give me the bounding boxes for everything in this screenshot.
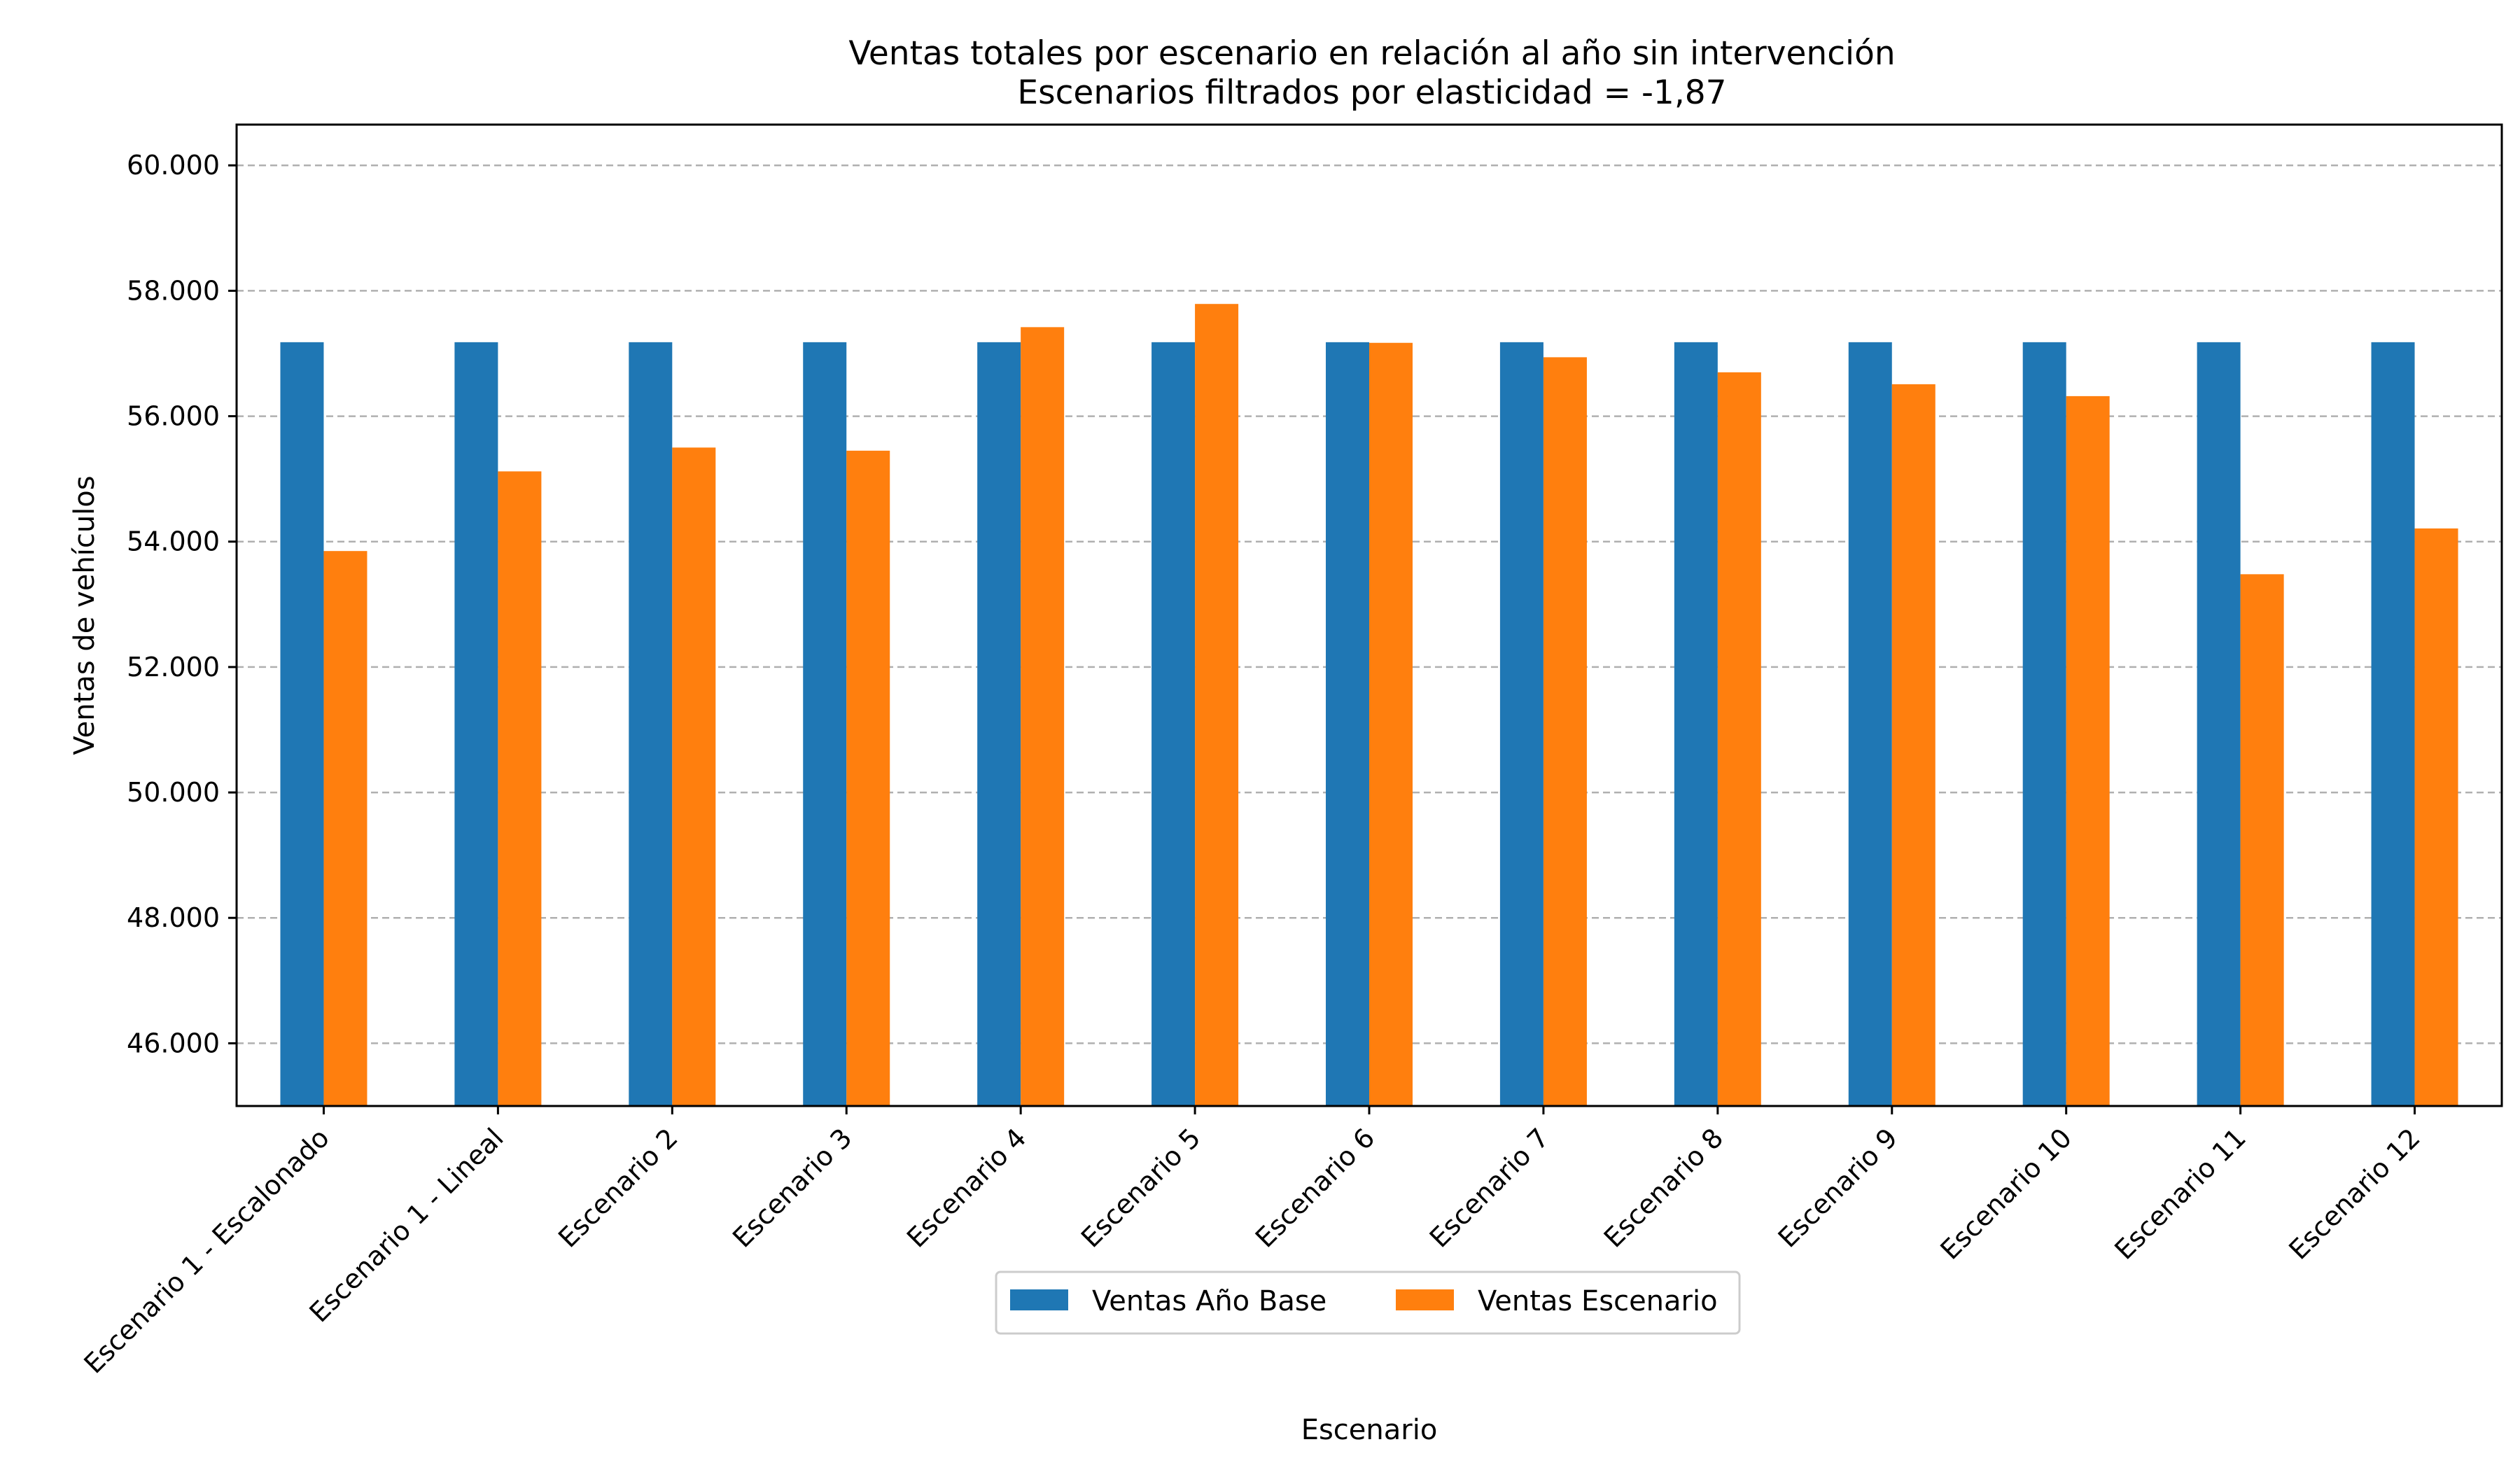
y-tick-label: 58.000	[127, 275, 220, 306]
bar-ventas-escenario	[498, 471, 542, 1106]
bar-ventas-ano-base	[629, 342, 673, 1107]
bar-ventas-ano-base	[2022, 342, 2066, 1107]
y-tick-label: 46.000	[127, 1028, 220, 1058]
y-axis-label: Ventas de vehículos	[69, 475, 101, 755]
y-tick-label: 56.000	[127, 401, 220, 432]
bar-ventas-ano-base	[1152, 342, 1196, 1107]
bar-ventas-escenario	[2240, 574, 2284, 1106]
bar-ventas-escenario	[1717, 372, 1761, 1107]
bar-ventas-ano-base	[2371, 342, 2415, 1107]
y-tick-label: 52.000	[127, 652, 220, 682]
y-tick-label: 50.000	[127, 777, 220, 808]
bar-ventas-ano-base	[454, 342, 498, 1107]
bar-ventas-escenario	[323, 551, 368, 1106]
bar-ventas-escenario	[846, 450, 890, 1106]
legend: Ventas Año Base Ventas Escenario	[995, 1270, 1741, 1335]
legend-label-ventas-escenario: Ventas Escenario	[1478, 1285, 1718, 1317]
legend-swatch-ventas-escenario	[1396, 1289, 1454, 1310]
bar-ventas-escenario	[2414, 528, 2458, 1106]
legend-swatch-ventas-ano-base	[1010, 1289, 1068, 1310]
y-tick-label: 60.000	[127, 150, 220, 181]
legend-box	[995, 1270, 1741, 1335]
bar-ventas-ano-base	[1674, 342, 1718, 1107]
y-axis-ticks: 46.000 48.000 50.000 52.000 54.000 56.000 58.0…	[127, 150, 237, 1058]
bar-ventas-escenario	[1021, 327, 1065, 1107]
bar-ventas-ano-base	[280, 342, 324, 1107]
chart-subtitle: Escenarios filtrados por elasticidad = -…	[1017, 74, 1726, 112]
bar-ventas-escenario	[1891, 384, 1935, 1106]
bar-ventas-escenario	[1195, 304, 1239, 1106]
bar-ventas-ano-base	[977, 342, 1021, 1107]
bar-ventas-escenario	[672, 447, 716, 1106]
bar-ventas-ano-base	[1326, 342, 1369, 1107]
bar-ventas-escenario	[1369, 342, 1413, 1106]
bar-ventas-ano-base	[2197, 342, 2241, 1107]
bar-ventas-escenario	[1543, 357, 1587, 1106]
y-tick-label: 54.000	[127, 526, 220, 557]
bar-ventas-ano-base	[1848, 342, 1892, 1107]
bar-ventas-escenario	[2066, 396, 2110, 1106]
bar-ventas-ano-base	[803, 342, 847, 1107]
legend-label-ventas-ano-base: Ventas Año Base	[1092, 1285, 1326, 1317]
bar-ventas-ano-base	[1499, 342, 1544, 1107]
bars	[280, 304, 2458, 1107]
y-tick-label: 48.000	[127, 902, 220, 933]
chart-title: Ventas totales por escenario en relación…	[848, 34, 1895, 73]
x-axis-label: Escenario	[1301, 1414, 1438, 1446]
